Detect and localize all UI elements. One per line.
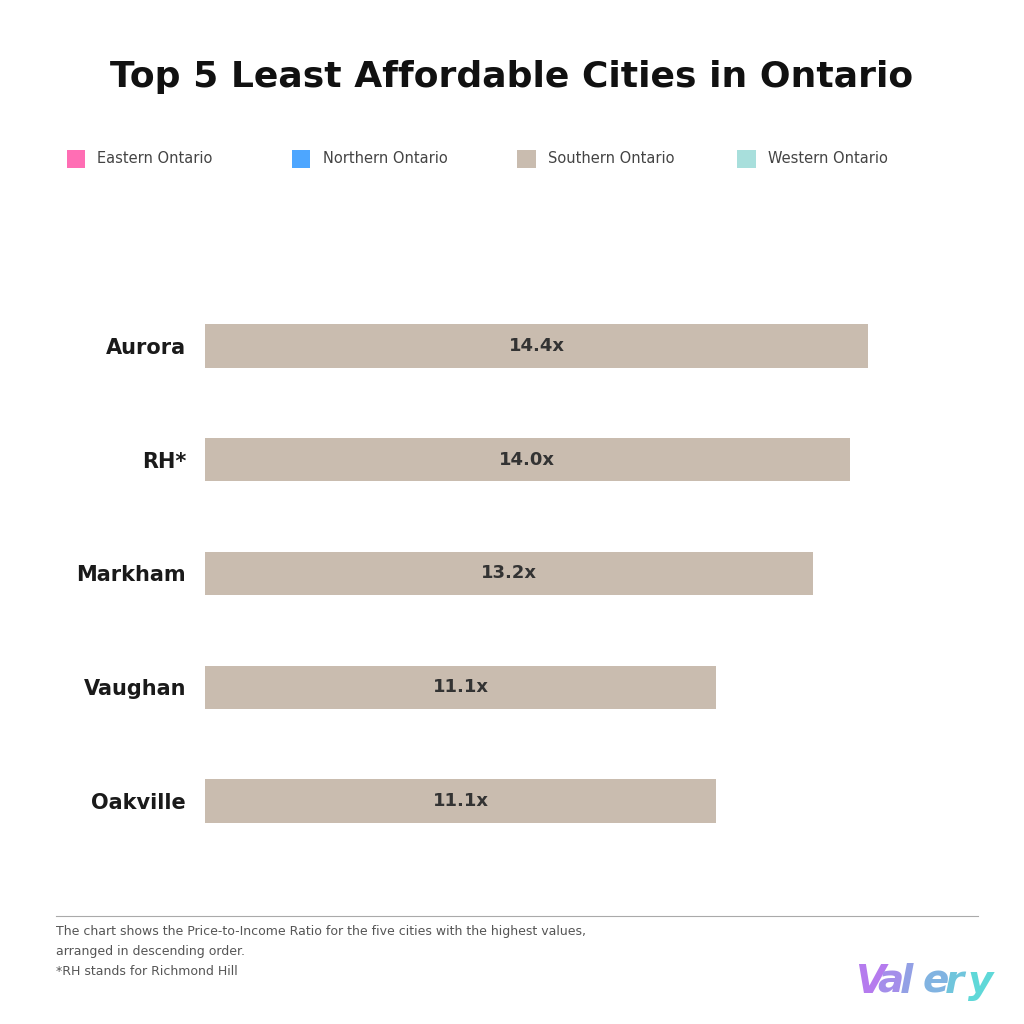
Bar <box>205 438 850 481</box>
Text: y: y <box>968 963 993 1000</box>
Bar <box>205 552 813 595</box>
Text: e: e <box>923 963 949 1000</box>
Text: V: V <box>855 963 885 1000</box>
Text: Eastern Ontario: Eastern Ontario <box>97 152 213 166</box>
Text: 14.0x: 14.0x <box>500 451 555 469</box>
Bar <box>205 666 717 709</box>
Text: Western Ontario: Western Ontario <box>768 152 888 166</box>
Text: Top 5 Least Affordable Cities in Ontario: Top 5 Least Affordable Cities in Ontario <box>111 59 913 94</box>
Text: l: l <box>900 963 913 1000</box>
Text: r: r <box>945 963 965 1000</box>
Text: a: a <box>878 963 904 1000</box>
Text: Northern Ontario: Northern Ontario <box>323 152 447 166</box>
Text: Southern Ontario: Southern Ontario <box>548 152 675 166</box>
Text: The chart shows the Price-to-Income Ratio for the five cities with the highest v: The chart shows the Price-to-Income Rati… <box>56 925 587 978</box>
Text: 13.2x: 13.2x <box>481 564 537 583</box>
Text: 11.1x: 11.1x <box>432 678 488 696</box>
Text: 14.4x: 14.4x <box>509 337 564 355</box>
Bar <box>205 325 868 368</box>
Bar <box>205 779 717 822</box>
Text: 11.1x: 11.1x <box>432 792 488 810</box>
